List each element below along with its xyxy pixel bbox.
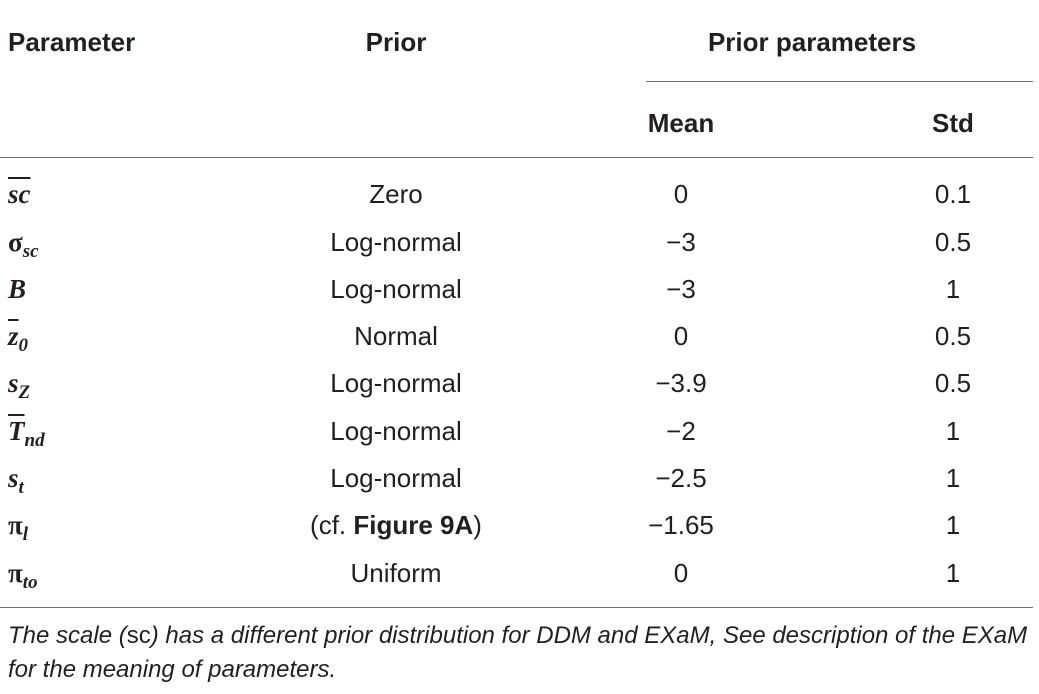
col-header-mean: Mean	[647, 108, 715, 138]
param-b: B	[8, 274, 27, 304]
col-header-std: Std	[932, 108, 974, 138]
header-bottom-rule	[0, 157, 1033, 158]
header-subrule	[646, 81, 1033, 82]
param-pi-to: πto	[8, 558, 38, 593]
std-cell: 0.5	[934, 368, 972, 398]
mean-cell: −1.65	[648, 510, 714, 540]
std-cell: 1	[945, 463, 961, 493]
mean-cell: −3.9	[655, 368, 707, 398]
figure-reference-link[interactable]: Figure 9A	[353, 510, 474, 540]
mean-cell: −3	[666, 274, 696, 304]
prior-cell: Normal	[354, 321, 438, 351]
std-cell: 0.5	[934, 227, 972, 257]
std-cell: 0.1	[934, 179, 972, 209]
param-s-z: sZ	[8, 368, 31, 403]
col-header-prior: Prior	[365, 27, 427, 57]
prior-cell: Log-normal	[330, 463, 462, 493]
col-header-prior-parameters: Prior parameters	[707, 27, 917, 57]
mean-cell: 0	[673, 558, 689, 588]
std-cell: 1	[945, 558, 961, 588]
prior-cell: Log-normal	[330, 416, 462, 446]
param-pi-l: πl	[8, 510, 29, 545]
table-footnote: The scale (sc) has a different prior dis…	[8, 622, 1028, 683]
param-s-t: st	[8, 463, 24, 498]
std-cell: 1	[945, 416, 961, 446]
param-t-nd-bar: Tnd	[8, 416, 45, 451]
mean-cell: −2	[666, 416, 696, 446]
mean-cell: 0	[673, 321, 689, 351]
prior-cell: Uniform	[350, 558, 442, 588]
mean-cell: −3	[666, 227, 696, 257]
param-sc-bar: sc	[8, 179, 31, 209]
col-header-parameter: Parameter	[8, 27, 136, 57]
param-z0-bar: z0	[8, 321, 29, 356]
std-cell: 0.5	[934, 321, 972, 351]
table-bottom-rule	[0, 607, 1033, 608]
mean-cell: 0	[673, 179, 689, 209]
prior-cell: (cf. Figure 9A)	[310, 510, 482, 540]
std-cell: 1	[945, 274, 961, 304]
prior-cell: Log-normal	[330, 368, 462, 398]
param-sigma-sc: σsc	[8, 227, 39, 262]
prior-cell: Log-normal	[330, 227, 462, 257]
std-cell: 1	[945, 510, 961, 540]
prior-cell: Zero	[369, 179, 423, 209]
prior-cell: Log-normal	[330, 274, 462, 304]
mean-cell: −2.5	[655, 463, 707, 493]
